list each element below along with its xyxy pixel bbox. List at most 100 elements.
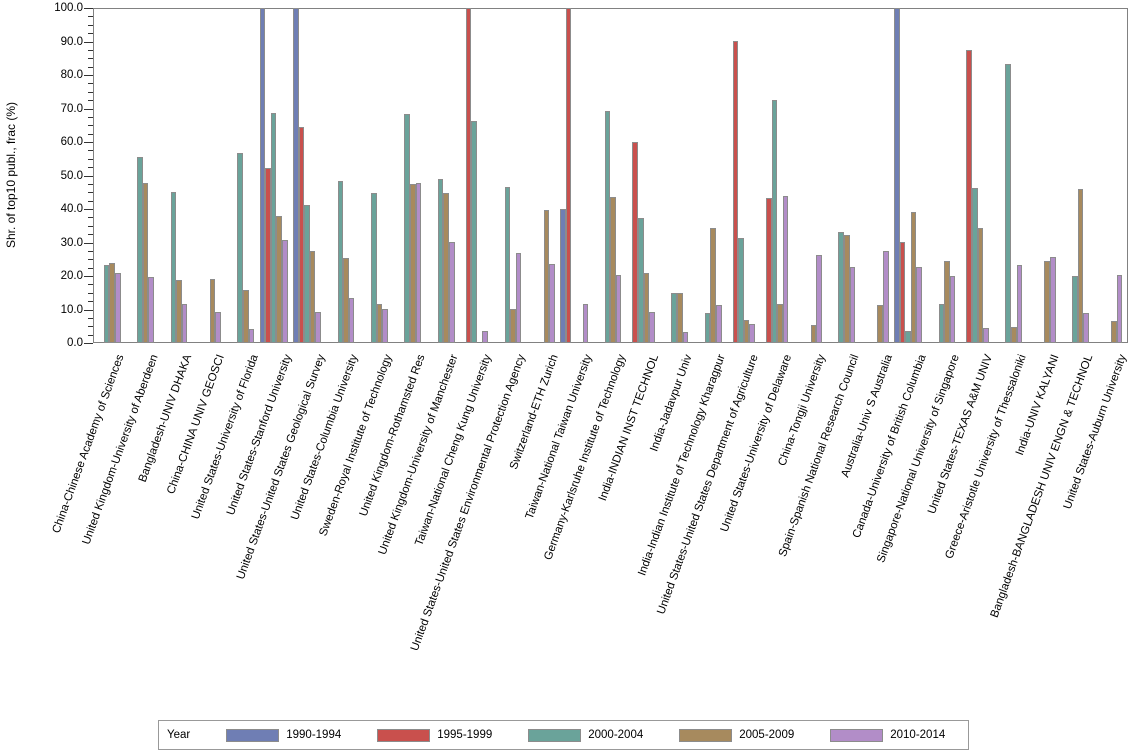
- bar-2005-2009: [977, 228, 984, 343]
- x-category-label: India-INDIAN INST TECHNOL: [596, 353, 662, 503]
- bar-2010-2014: [849, 266, 856, 343]
- bar-2000-2004: [738, 237, 744, 343]
- bar-2010-2014: [983, 327, 989, 343]
- bar-2010-2014: [148, 276, 155, 343]
- y-minor-tick: [88, 268, 93, 269]
- bar-2005-2009: [343, 258, 349, 343]
- y-minor-tick: [88, 326, 93, 327]
- y-minor-tick: [88, 184, 93, 185]
- bar-2005-2009: [944, 260, 950, 343]
- bar-2010-2014: [916, 266, 922, 343]
- bar-2010-2014: [716, 305, 722, 343]
- bar-2005-2009: [543, 210, 550, 343]
- legend-swatch-1990-1994: [226, 728, 280, 742]
- bar-1995-1999: [465, 8, 472, 343]
- y-minor-tick: [88, 159, 93, 160]
- bar-2010-2014: [615, 275, 622, 343]
- y-minor-tick: [88, 301, 93, 302]
- bar-2010-2014: [949, 276, 956, 343]
- bar-2000-2004: [404, 114, 410, 343]
- bar-2005-2009: [1044, 260, 1050, 343]
- bar-2010-2014: [282, 240, 288, 343]
- bar-2005-2009: [109, 262, 116, 343]
- bar-2000-2004: [704, 312, 711, 343]
- bar-2010-2014: [549, 263, 555, 343]
- bar-2010-2014: [348, 298, 355, 343]
- bar-2010-2014: [515, 253, 522, 343]
- bar-2010-2014: [883, 250, 889, 343]
- y-minor-tick: [88, 335, 93, 336]
- legend-swatch-2005-2009: [679, 728, 733, 742]
- bar-2000-2004: [604, 110, 611, 343]
- y-tick-label: 30.0: [60, 236, 83, 249]
- y-minor-tick: [88, 318, 93, 319]
- legend-label: 1995-1999: [437, 729, 493, 741]
- bar-2005-2009: [877, 305, 883, 343]
- bar-2005-2009: [910, 212, 917, 343]
- bar-2005-2009: [243, 290, 249, 343]
- y-major-tick: [84, 310, 93, 311]
- bar-2000-2004: [437, 178, 444, 343]
- bar-2005-2009: [710, 227, 717, 343]
- y-tick-label: 70.0: [60, 102, 83, 115]
- y-major-tick: [84, 176, 93, 177]
- y-tick-label: 10.0: [60, 303, 83, 316]
- x-category-label: United States-Stanford University: [224, 353, 294, 517]
- bar-2010-2014: [482, 330, 488, 343]
- y-minor-tick: [88, 284, 93, 285]
- bar-1995-1999: [565, 8, 572, 343]
- bar-2005-2009: [443, 193, 449, 343]
- bar-2000-2004: [1005, 63, 1011, 343]
- legend-swatch-2000-2004: [528, 728, 582, 742]
- y-minor-tick: [88, 234, 93, 235]
- y-major-tick: [84, 75, 93, 76]
- bar-2010-2014: [448, 242, 455, 343]
- y-minor-tick: [88, 50, 93, 51]
- bar-2000-2004: [971, 187, 978, 343]
- bar-2010-2014: [749, 324, 756, 343]
- y-tick-label: 80.0: [60, 69, 83, 81]
- bar-2000-2004: [103, 264, 110, 343]
- bar-2000-2004: [270, 113, 277, 343]
- legend-label: 2000-2004: [588, 729, 644, 741]
- bar-2005-2009: [743, 320, 750, 343]
- y-minor-tick: [88, 125, 93, 126]
- y-tick-label: 20.0: [60, 270, 83, 282]
- bar-2010-2014: [816, 254, 822, 343]
- y-major-tick: [84, 8, 93, 9]
- y-minor-tick: [88, 150, 93, 151]
- y-minor-tick: [88, 259, 93, 260]
- bar-2000-2004: [638, 217, 644, 343]
- bar-2000-2004: [1072, 275, 1078, 343]
- bar-2005-2009: [810, 325, 817, 343]
- bar-2005-2009: [209, 279, 216, 343]
- bar-2010-2014: [782, 196, 789, 343]
- y-minor-tick: [88, 25, 93, 26]
- y-tick-label: 100.0: [54, 2, 83, 14]
- bar-1995-1999: [732, 40, 739, 343]
- bar-2010-2014: [415, 183, 422, 343]
- y-major-tick: [84, 109, 93, 110]
- bar-2010-2014: [1049, 256, 1056, 343]
- y-major-tick: [84, 42, 93, 43]
- y-minor-tick: [88, 92, 93, 93]
- bar-2010-2014: [115, 272, 121, 343]
- y-tick-label: 40.0: [60, 203, 83, 215]
- bar-1990-1994: [893, 8, 900, 343]
- bar-2010-2014: [582, 303, 589, 343]
- x-category-label: United States-Columbia University: [289, 353, 361, 522]
- bar-2000-2004: [237, 153, 244, 343]
- bar-2010-2014: [649, 311, 655, 343]
- bar-2000-2004: [137, 157, 143, 343]
- y-major-tick: [84, 276, 93, 277]
- bar-2005-2009: [610, 196, 616, 343]
- y-major-tick: [84, 343, 93, 344]
- y-minor-tick: [88, 226, 93, 227]
- bar-2010-2014: [1083, 312, 1089, 343]
- bar-2005-2009: [1077, 189, 1084, 343]
- y-minor-tick: [88, 33, 93, 34]
- bar-2010-2014: [1116, 275, 1123, 343]
- bar-1990-1994: [560, 208, 566, 343]
- bar-2005-2009: [176, 280, 182, 343]
- bar-2005-2009: [376, 304, 383, 343]
